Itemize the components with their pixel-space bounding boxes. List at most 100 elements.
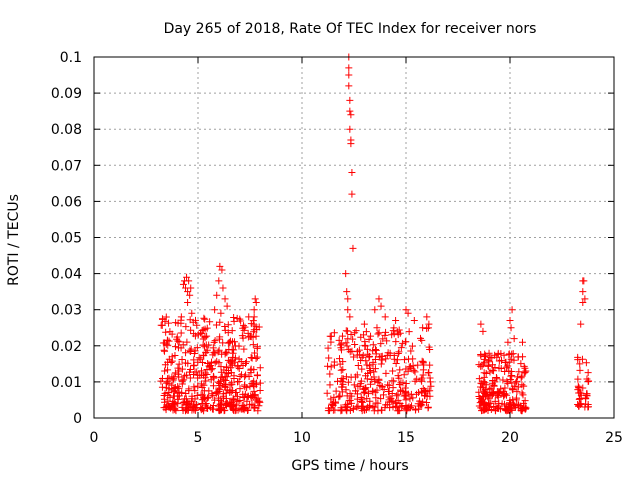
- data-point: [362, 328, 370, 336]
- data-point: [475, 392, 483, 400]
- data-point: [213, 291, 221, 299]
- data-point: [402, 392, 410, 400]
- data-point: [198, 327, 206, 335]
- data-point: [389, 384, 397, 392]
- data-point: [206, 363, 214, 371]
- data-point: [344, 335, 352, 343]
- data-point: [511, 403, 519, 411]
- data-point: [358, 398, 366, 406]
- data-point: [418, 401, 426, 409]
- data-point: [200, 387, 208, 395]
- data-point: [226, 358, 234, 366]
- data-point: [252, 323, 260, 331]
- data-point: [395, 348, 403, 356]
- data-point: [354, 402, 362, 410]
- data-point: [519, 353, 527, 361]
- data-point: [503, 391, 511, 399]
- data-point: [497, 356, 505, 364]
- data-point: [177, 329, 185, 337]
- data-point: [202, 349, 210, 357]
- data-point: [337, 407, 345, 415]
- y-tick-label: 0: [73, 411, 82, 427]
- x-tick-label: 10: [293, 430, 311, 446]
- data-point: [410, 317, 418, 325]
- data-point: [371, 365, 379, 373]
- data-point: [351, 373, 359, 381]
- data-point: [366, 352, 374, 360]
- data-point: [347, 111, 355, 119]
- data-point: [508, 350, 516, 358]
- data-point: [182, 323, 190, 331]
- data-point: [158, 383, 166, 391]
- data-point: [222, 401, 230, 409]
- data-point: [414, 361, 422, 369]
- data-point: [395, 326, 403, 334]
- data-point: [335, 336, 343, 344]
- data-point: [382, 328, 390, 336]
- data-point: [495, 389, 503, 397]
- data-point: [508, 379, 516, 387]
- data-point: [344, 306, 352, 314]
- data-point: [324, 362, 332, 370]
- data-point: [501, 368, 509, 376]
- data-point: [576, 360, 584, 368]
- data-point: [399, 379, 407, 387]
- data-point: [216, 262, 224, 270]
- data-point: [165, 355, 173, 363]
- data-point: [325, 354, 333, 362]
- data-point: [478, 398, 486, 406]
- data-point: [194, 374, 202, 382]
- data-point: [221, 295, 229, 303]
- data-point: [169, 376, 177, 384]
- data-point: [378, 383, 386, 391]
- x-tick-label: 20: [501, 430, 519, 446]
- data-point: [326, 370, 334, 378]
- data-point: [327, 338, 335, 346]
- data-point: [350, 353, 358, 361]
- data-point: [345, 346, 353, 354]
- data-point: [396, 366, 404, 374]
- data-point: [339, 366, 347, 374]
- data-point: [160, 346, 168, 354]
- data-point: [327, 363, 335, 371]
- data-point: [339, 375, 347, 383]
- data-point: [390, 355, 398, 363]
- data-point: [482, 352, 489, 360]
- data-point: [234, 378, 242, 386]
- data-point: [229, 404, 237, 412]
- data-point: [215, 402, 223, 410]
- data-point: [354, 362, 362, 370]
- data-point: [371, 377, 379, 385]
- data-point: [408, 402, 416, 410]
- data-point: [214, 378, 222, 386]
- data-point: [365, 335, 373, 343]
- data-point: [162, 328, 170, 336]
- data-point: [211, 306, 219, 314]
- y-tick-label: 0.01: [51, 375, 82, 391]
- data-point: [186, 368, 194, 376]
- data-point: [510, 356, 518, 364]
- data-point: [187, 284, 195, 292]
- data-point: [236, 385, 244, 393]
- data-point: [252, 298, 260, 306]
- data-point: [193, 344, 201, 352]
- data-point: [371, 355, 379, 363]
- data-point: [210, 338, 218, 346]
- data-point: [585, 377, 593, 385]
- data-point: [500, 351, 508, 359]
- data-point: [369, 360, 377, 368]
- data-point: [423, 325, 431, 333]
- data-point: [504, 338, 512, 346]
- data-point: [203, 370, 211, 378]
- data-point: [394, 407, 402, 415]
- data-point: [248, 400, 256, 408]
- data-point: [577, 320, 585, 328]
- data-point: [348, 169, 356, 177]
- data-point: [338, 346, 346, 354]
- data-point: [161, 398, 169, 406]
- data-point: [491, 378, 499, 386]
- data-point: [178, 365, 186, 373]
- data-point: [366, 402, 374, 410]
- data-point: [342, 270, 350, 278]
- data-point: [349, 244, 357, 252]
